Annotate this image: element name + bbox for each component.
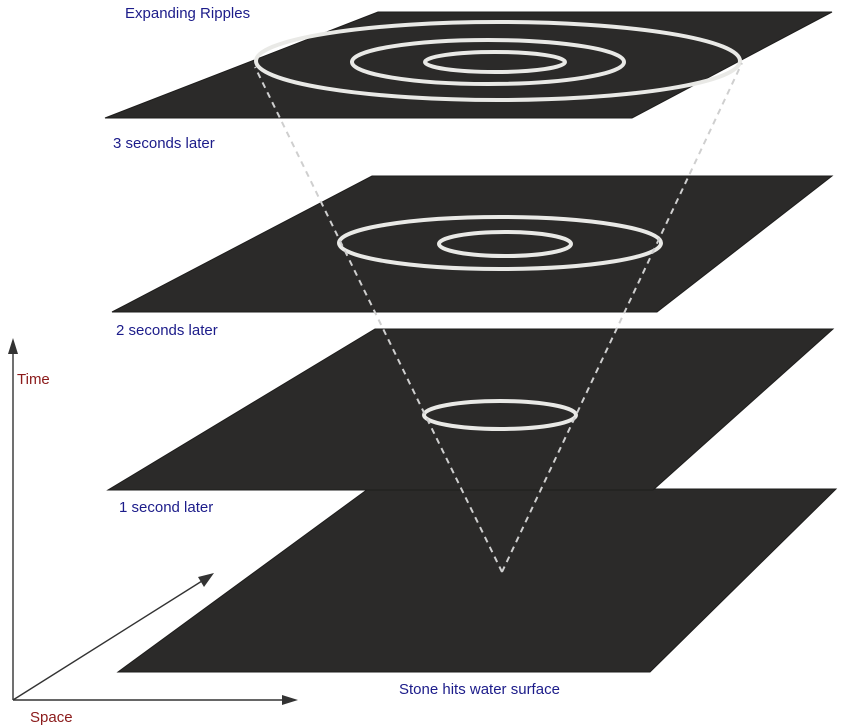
ripple-ring — [254, 20, 742, 102]
depth-axis-arrowhead — [198, 573, 214, 587]
axes — [8, 338, 298, 705]
layer-label-0s: Stone hits water surface — [399, 681, 560, 698]
time-axis-label: Time — [17, 371, 50, 388]
depth-axis — [12, 580, 203, 701]
space-axis-arrowhead — [282, 695, 298, 705]
plane-3s — [104, 11, 833, 119]
ripple-ring — [437, 230, 573, 258]
ripple-ring — [350, 38, 626, 86]
ripple-ring — [337, 215, 663, 271]
plane-1s — [106, 328, 835, 491]
space-axis-label: Space — [30, 709, 73, 726]
ripple-ring — [423, 50, 567, 74]
diagram-title: Expanding Ripples — [125, 5, 250, 22]
layer-label-1s: 1 second later — [119, 499, 213, 516]
layer-label-3s: 3 seconds later — [113, 135, 215, 152]
light-cone — [254, 62, 743, 573]
plane-2s — [111, 175, 834, 313]
ripple-ring — [422, 399, 578, 431]
time-axis-arrowhead — [8, 338, 18, 354]
layer-label-2s: 2 seconds later — [116, 322, 218, 339]
plane-bottom — [116, 488, 838, 673]
